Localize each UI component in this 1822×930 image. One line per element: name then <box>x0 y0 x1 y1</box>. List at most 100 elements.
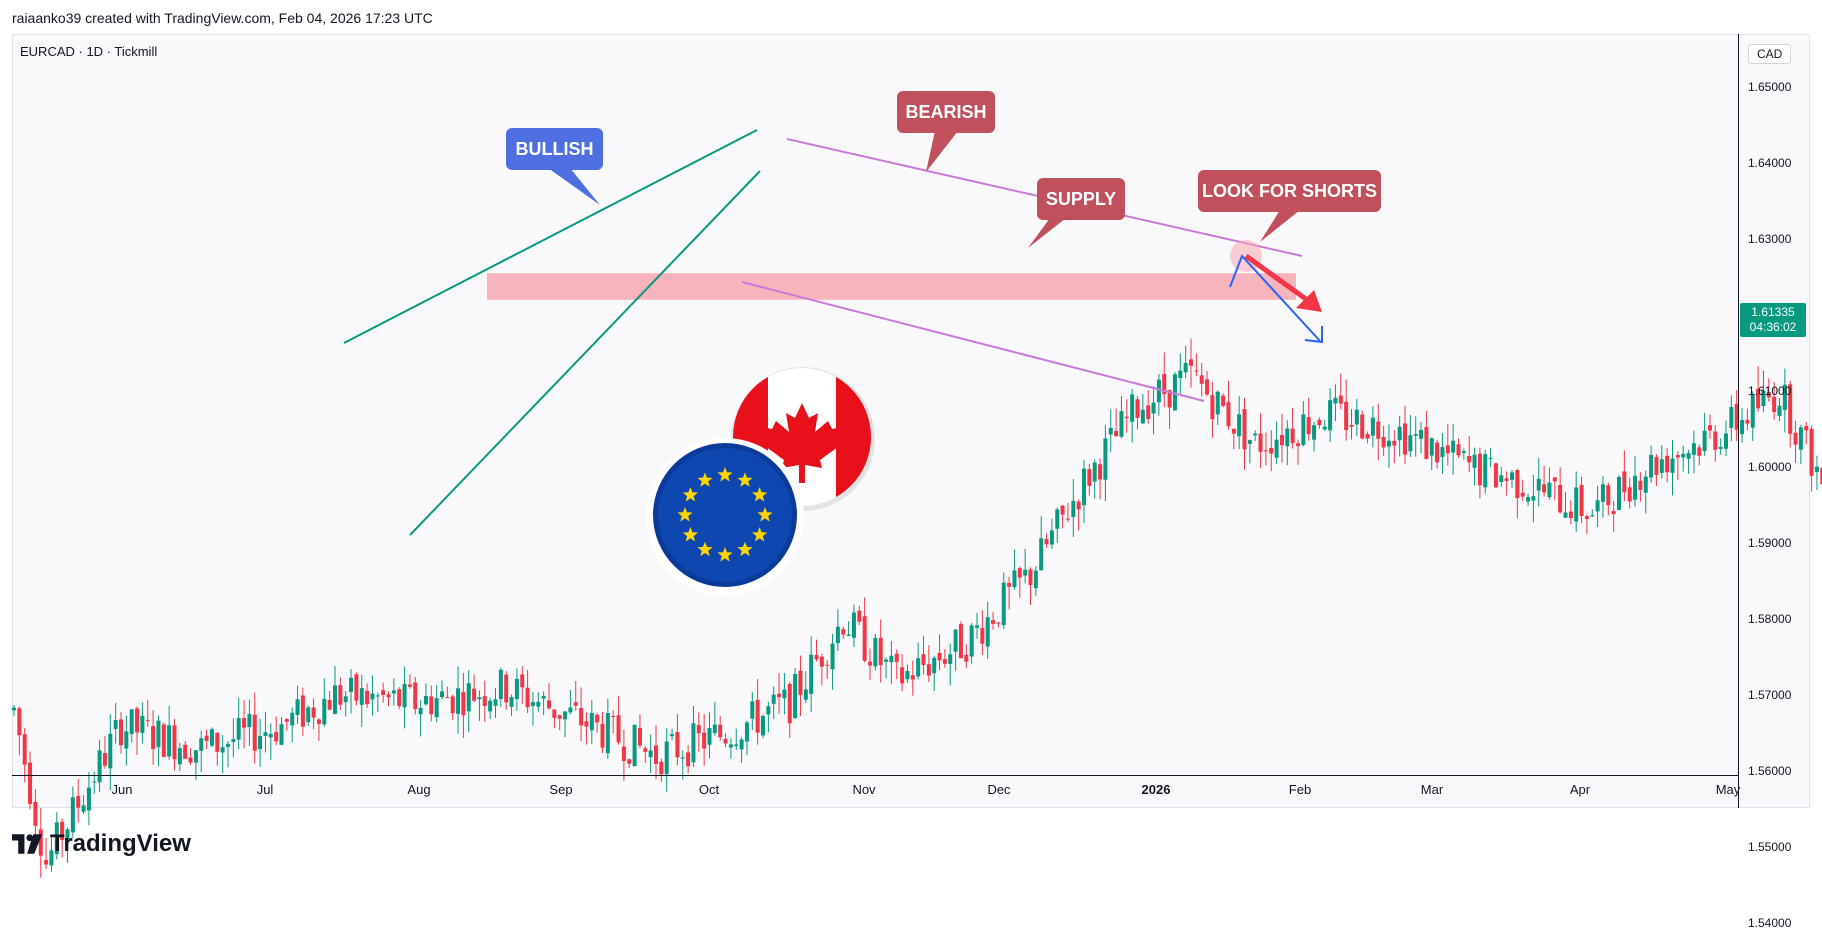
candle <box>1638 472 1643 502</box>
bearish-callout[interactable]: BEARISH <box>897 91 995 172</box>
candle <box>177 742 182 772</box>
channel-lower-trendline[interactable] <box>741 281 1205 402</box>
candle <box>739 737 744 763</box>
candle <box>889 641 894 685</box>
candle <box>1788 380 1793 448</box>
candle <box>1686 449 1691 474</box>
candle <box>1381 426 1386 456</box>
candle <box>1317 417 1322 429</box>
candle <box>761 714 765 739</box>
candle <box>113 703 118 744</box>
candle <box>1189 338 1193 388</box>
price-axis-tick: 1.54000 <box>1748 916 1792 930</box>
candle <box>771 686 776 719</box>
candle <box>1617 474 1621 511</box>
price-axis-tick: 1.65000 <box>1748 80 1792 94</box>
candle <box>493 688 498 718</box>
candle <box>1542 465 1547 497</box>
candle <box>563 711 568 738</box>
candle <box>541 691 546 716</box>
tradingview-logo[interactable]: TradingView <box>12 830 191 858</box>
candle <box>1215 390 1220 425</box>
time-axis-tick: Mar <box>1420 782 1444 797</box>
candle <box>183 741 188 759</box>
candle <box>1162 352 1167 408</box>
candle <box>1301 401 1306 447</box>
candle <box>1103 425 1108 502</box>
bar-countdown: 04:36:02 <box>1749 320 1797 334</box>
last-price-badge: 1.61335 04:36:02 <box>1740 303 1806 337</box>
candle <box>1665 447 1670 483</box>
candle <box>279 717 284 746</box>
eu-flag-icon <box>646 438 804 596</box>
time-axis-border <box>12 775 1739 776</box>
price-axis-tick: 1.60000 <box>1748 460 1792 474</box>
candle <box>445 686 450 699</box>
candle <box>151 710 156 765</box>
candle <box>124 715 129 766</box>
candle <box>921 635 926 675</box>
candle <box>675 713 680 766</box>
candle <box>1718 438 1723 455</box>
candle <box>1451 423 1456 475</box>
price-chart-canvas[interactable]: BULLISH BEARISH SUPPLY LOOK FOR SHORTS <box>0 0 1822 878</box>
candle <box>1461 448 1466 460</box>
wedge-lower-trendline[interactable] <box>409 170 761 536</box>
candle <box>1707 414 1712 439</box>
candle <box>1740 408 1745 443</box>
candle <box>86 772 91 826</box>
candle <box>916 642 921 680</box>
candle <box>605 698 610 759</box>
candle <box>199 730 204 773</box>
candle <box>97 740 102 793</box>
candle <box>1552 477 1557 501</box>
candle <box>161 722 166 758</box>
candle <box>1108 409 1113 452</box>
candle <box>1167 389 1172 429</box>
candle <box>884 657 889 679</box>
candle <box>1622 450 1627 501</box>
eu-star <box>682 527 698 542</box>
candle <box>1247 439 1252 464</box>
candle <box>1049 518 1054 549</box>
candle <box>830 633 835 690</box>
candle <box>900 654 905 692</box>
candle <box>787 681 792 738</box>
candle <box>835 609 840 652</box>
candle <box>204 729 209 750</box>
candle <box>1734 390 1739 441</box>
candle <box>381 682 386 703</box>
look-for-shorts-callout[interactable]: LOOK FOR SHORTS <box>1198 170 1381 242</box>
wedge-upper-trendline[interactable] <box>343 129 758 344</box>
candle <box>1092 459 1097 499</box>
candle <box>38 808 43 878</box>
currency-button[interactable]: CAD <box>1748 44 1792 64</box>
candle <box>573 680 578 712</box>
candle <box>498 667 503 708</box>
candle <box>1536 458 1541 507</box>
candle <box>755 679 760 745</box>
candle <box>1151 386 1156 435</box>
symbol-info[interactable]: EURCAD · 1D · Tickmill <box>20 44 158 59</box>
tradingview-logo-icon <box>12 834 43 854</box>
candle <box>1082 459 1086 524</box>
time-axis-tick: May <box>1715 782 1741 797</box>
candle <box>1172 371 1177 411</box>
projection-path-line[interactable] <box>1229 254 1321 342</box>
candle <box>1440 433 1445 474</box>
candle <box>1210 382 1215 438</box>
short-arrow-line[interactable] <box>1244 253 1312 305</box>
supply-callout[interactable]: SUPPLY <box>1028 178 1125 248</box>
candle <box>1691 430 1696 474</box>
candle <box>1793 420 1798 464</box>
supply-zone[interactable] <box>487 273 1296 300</box>
time-axis-tick: Dec <box>987 782 1011 797</box>
candle <box>423 683 428 706</box>
candle <box>1012 549 1017 590</box>
candle <box>1611 501 1616 533</box>
candle <box>643 746 648 764</box>
candle <box>1071 479 1076 538</box>
bullish-callout[interactable]: BULLISH <box>506 128 603 205</box>
candle <box>1606 482 1611 516</box>
candle <box>1376 403 1381 461</box>
